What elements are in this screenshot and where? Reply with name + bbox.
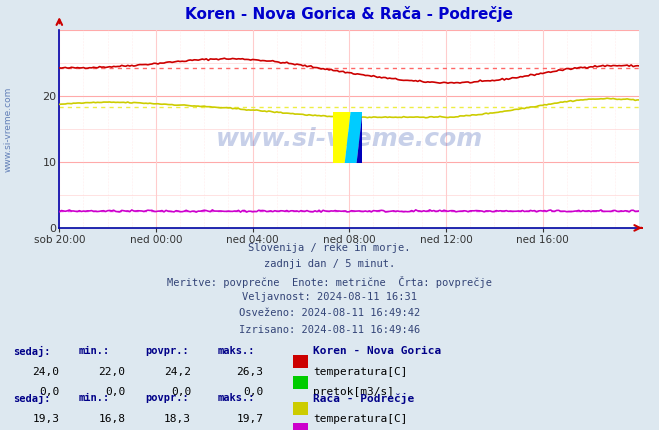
Text: 19,3: 19,3 bbox=[32, 414, 59, 424]
Title: Koren - Nova Gorica & Rača - Podrečje: Koren - Nova Gorica & Rača - Podrečje bbox=[185, 6, 513, 22]
Polygon shape bbox=[333, 112, 351, 163]
Text: 0,0: 0,0 bbox=[243, 387, 264, 397]
Text: temperatura[C]: temperatura[C] bbox=[313, 367, 407, 377]
Text: maks.:: maks.: bbox=[217, 393, 255, 403]
Text: povpr.:: povpr.: bbox=[145, 393, 188, 403]
Text: temperatura[C]: temperatura[C] bbox=[313, 414, 407, 424]
Text: maks.:: maks.: bbox=[217, 346, 255, 356]
Text: 18,3: 18,3 bbox=[164, 414, 191, 424]
Text: Koren - Nova Gorica: Koren - Nova Gorica bbox=[313, 346, 442, 356]
Text: 0,0: 0,0 bbox=[39, 387, 59, 397]
Text: 0,0: 0,0 bbox=[171, 387, 191, 397]
Text: min.:: min.: bbox=[79, 346, 110, 356]
Text: sedaj:: sedaj: bbox=[13, 346, 51, 357]
Polygon shape bbox=[357, 112, 362, 163]
Text: povpr.:: povpr.: bbox=[145, 346, 188, 356]
Text: 19,7: 19,7 bbox=[237, 414, 264, 424]
Text: 24,2: 24,2 bbox=[164, 367, 191, 377]
Text: sedaj:: sedaj: bbox=[13, 393, 51, 405]
Text: 26,3: 26,3 bbox=[237, 367, 264, 377]
Text: Slovenija / reke in morje.: Slovenija / reke in morje. bbox=[248, 243, 411, 253]
Text: www.si-vreme.com: www.si-vreme.com bbox=[3, 86, 13, 172]
Text: zadnji dan / 5 minut.: zadnji dan / 5 minut. bbox=[264, 259, 395, 269]
Text: pretok[m3/s]: pretok[m3/s] bbox=[313, 387, 394, 397]
Text: Veljavnost: 2024-08-11 16:31: Veljavnost: 2024-08-11 16:31 bbox=[242, 292, 417, 302]
Text: Rača - Podrečje: Rača - Podrečje bbox=[313, 393, 415, 405]
Text: www.si-vreme.com: www.si-vreme.com bbox=[215, 127, 483, 151]
Text: Osveženo: 2024-08-11 16:49:42: Osveženo: 2024-08-11 16:49:42 bbox=[239, 308, 420, 318]
Polygon shape bbox=[345, 112, 362, 163]
Text: min.:: min.: bbox=[79, 393, 110, 403]
Text: 22,0: 22,0 bbox=[98, 367, 125, 377]
Text: 16,8: 16,8 bbox=[98, 414, 125, 424]
Text: 24,0: 24,0 bbox=[32, 367, 59, 377]
Text: Meritve: povprečne  Enote: metrične  Črta: povprečje: Meritve: povprečne Enote: metrične Črta:… bbox=[167, 276, 492, 288]
Text: 0,0: 0,0 bbox=[105, 387, 125, 397]
Text: Izrisano: 2024-08-11 16:49:46: Izrisano: 2024-08-11 16:49:46 bbox=[239, 325, 420, 335]
